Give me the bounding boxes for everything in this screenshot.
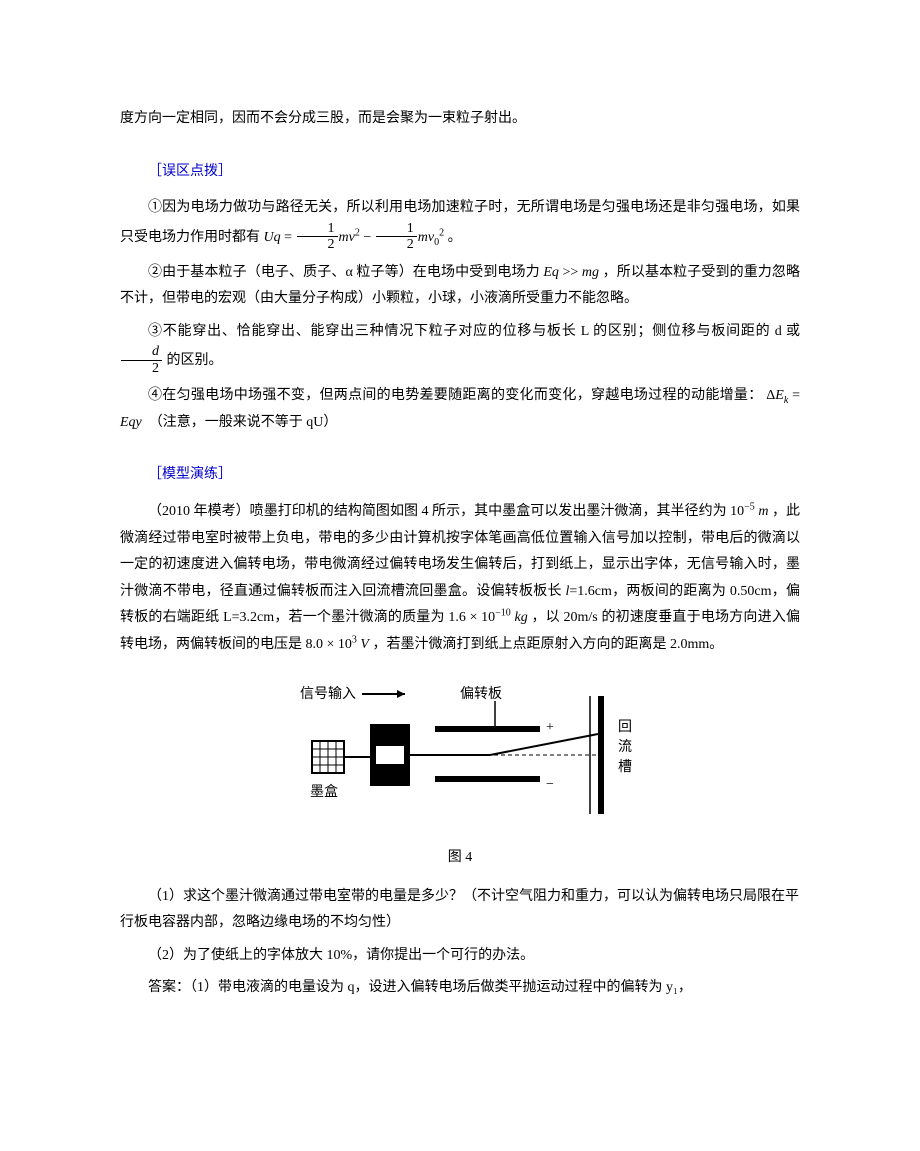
radius-val: 10 [730, 504, 744, 519]
label-chute-3: 槽 [618, 759, 632, 775]
problem-text: （2010 年模考）喷墨打印机的结构简图如图 4 所示，其中墨盒可以发出墨汁微滴… [120, 499, 800, 659]
mass-val: 1.6 × 10 [448, 610, 495, 625]
tips-heading: ［误区点拨］ [120, 159, 800, 186]
tip-2: ②由于基本粒子（电子、质子、α 粒子等）在电场中受到电场力 Eq >> mg ，… [120, 260, 800, 313]
prob-a: （2010 年模考）喷墨打印机的结构简图如图 4 所示，其中墨盒可以发出墨汁微滴… [148, 504, 727, 519]
label-signal: 信号输入 [300, 686, 356, 702]
tip-4: ④在匀强电场中场强不变，但两点间的电势差要随距离的变化而变化，穿越电场过程的动能… [120, 383, 800, 436]
tip3-b: 的区别。 [167, 353, 223, 368]
voltage-val: 8.0 × 10 [306, 637, 352, 652]
label-chute-1: 回 [618, 719, 632, 735]
tip1-eq: Uq [264, 230, 285, 245]
label-plate: 偏转板 [460, 686, 502, 702]
frac-half-1: 12 [297, 221, 338, 253]
label-chute-2: 流 [618, 739, 632, 755]
frac-d-2: d2 [121, 344, 162, 376]
prob-e: ，若墨汁微滴打到纸上点距原射入方向的距离是 2.0mm。 [372, 637, 723, 652]
tip-1: ①因为电场力做功与路径无关，所以利用电场加速粒子时，无所谓电场是匀强电场还是非匀… [120, 195, 800, 253]
tip4-a: ④在匀强电场中场强不变，但两点间的电势差要随距离的变化而变化，穿越电场过程的动能… [148, 388, 762, 403]
tip4-eq: Δ [766, 388, 775, 403]
tip2-a: ②由于基本粒子（电子、质子、α 粒子等）在电场中受到电场力 [148, 265, 540, 280]
label-minus: − [546, 777, 554, 792]
tip2-eq: Eq [543, 265, 559, 280]
question-1: （1）求这个墨汁微滴通过带电室带的电量是多少？（不计空气阻力和重力，可以认为偏转… [120, 884, 800, 937]
answer-line: 答案：（1）带电液滴的电量设为 q，设进入偏转电场后做类平抛运动过程中的偏转为 … [120, 975, 800, 1002]
label-ink: 墨盒 [310, 783, 338, 800]
figure-4: 信号输入 墨盒 偏转板 + − 回 流 槽 [120, 676, 800, 837]
tip-3: ③不能穿出、恰能穿出、能穿出三种情况下粒子对应的位移与板长 L 的区别；侧位移与… [120, 319, 800, 377]
label-plus: + [546, 720, 554, 735]
frac-half-2: 12 [376, 221, 417, 253]
tip4-b: （注意，一般来说不等于 qU） [149, 415, 338, 430]
question-2: （2）为了使纸上的字体放大 10%，请你提出一个可行的办法。 [120, 943, 800, 970]
figure-caption: 图 4 [120, 845, 800, 872]
tip3-a: ③不能穿出、恰能穿出、能穿出三种情况下粒子对应的位移与板长 L 的区别；侧位移与… [148, 324, 800, 339]
practice-heading: ［模型演练］ [120, 462, 800, 489]
tip1-text-b: 。 [448, 230, 462, 245]
intro-line: 度方向一定相同，因而不会分成三股，而是会聚为一束粒子射出。 [120, 106, 800, 133]
